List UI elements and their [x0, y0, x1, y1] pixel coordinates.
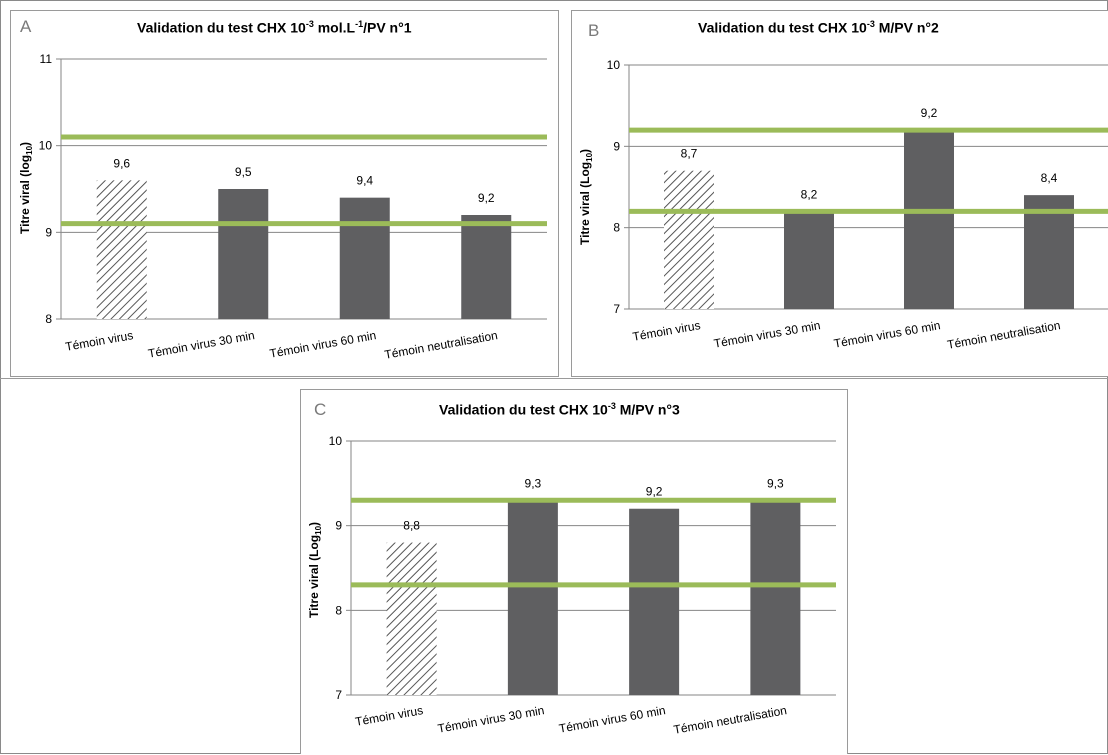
chart-title: Validation du test CHX 10-3 mol.L-1/PV n…	[137, 19, 412, 36]
x-tick-label: Témoin neutralisation	[383, 328, 498, 362]
chart-panel-a: A Validation du test CHX 10-3 mol.L-1/PV…	[10, 10, 559, 377]
y-tick-label: 7	[335, 688, 342, 702]
x-tick-label: Témoin virus	[64, 328, 134, 354]
data-label: 9,2	[478, 191, 495, 205]
chart-plot: 7 8 9 10 8,8 Témoin virus 9,3 Témoin virus 30 m…	[329, 434, 836, 737]
chart-title: Validation du test CHX 10-3 M/PV n°2	[698, 19, 939, 36]
y-tick-label: 7	[613, 302, 620, 316]
bar	[461, 215, 512, 319]
panel-letter: C	[314, 400, 327, 419]
x-tick-label: Témoin virus 60 min	[833, 318, 942, 351]
y-tick-label: 9	[45, 225, 52, 239]
x-tick-label: Témoin virus	[354, 703, 424, 729]
chart-plot: 8 9 10 11 9,6 Témoin virus 9,5 Témoin virus 30 …	[39, 52, 547, 362]
y-tick-label: 8	[335, 603, 342, 617]
y-tick-label: 10	[607, 58, 621, 72]
data-label: 8,2	[801, 187, 818, 201]
data-label: 8,8	[403, 519, 420, 533]
y-tick-label: 9	[335, 519, 342, 533]
chart-panel-c: C Validation du test CHX 10-3 M/PV n°3 T…	[300, 389, 848, 754]
bar	[904, 130, 954, 309]
bar	[96, 180, 147, 319]
x-tick-label: Témoin virus 60 min	[268, 328, 377, 361]
data-label: 9,5	[235, 165, 252, 179]
bar	[339, 197, 390, 319]
y-tick-label: 10	[39, 139, 53, 153]
bar	[784, 211, 834, 309]
chart-panel-b: B Validation du test CHX 10-3 M/PV n°2 T…	[571, 10, 1108, 377]
data-label: 9,3	[767, 476, 784, 490]
row-separator	[0, 378, 1108, 379]
bar	[386, 542, 437, 695]
bar	[629, 508, 680, 695]
x-tick-label: Témoin neutralisation	[672, 703, 787, 737]
chart-title: Validation du test CHX 10-3 M/PV n°3	[439, 401, 680, 418]
x-tick-label: Témoin virus	[631, 318, 701, 344]
panel-letter: B	[588, 21, 600, 40]
bar	[664, 170, 714, 309]
y-tick-label: 9	[613, 139, 620, 153]
chart-plot: 7 8 9 10 8,7 Témoin virus 8,2 Témoin virus 30 m…	[607, 58, 1108, 352]
data-label: 9,2	[921, 106, 938, 120]
x-tick-label: Témoin virus 30 min	[713, 318, 822, 351]
y-tick-label: 8	[45, 312, 52, 326]
x-tick-label: Témoin virus 60 min	[558, 703, 667, 736]
data-label: 8,4	[1041, 171, 1058, 185]
data-label: 9,2	[646, 485, 663, 499]
bar	[750, 500, 801, 695]
x-tick-label: Témoin neutralisation	[946, 318, 1061, 352]
panel-letter: A	[20, 17, 32, 36]
data-label: 9,6	[113, 156, 130, 170]
y-tick-label: 10	[329, 434, 343, 448]
y-tick-label: 11	[40, 52, 53, 66]
x-tick-label: Témoin virus 30 min	[437, 703, 546, 736]
data-label: 9,4	[356, 174, 373, 188]
y-tick-label: 8	[613, 221, 620, 235]
data-label: 9,3	[525, 476, 542, 490]
bar	[218, 189, 269, 319]
bar	[1024, 195, 1074, 309]
bar	[507, 500, 558, 695]
x-tick-label: Témoin virus 30 min	[147, 328, 256, 361]
data-label: 8,7	[681, 147, 698, 161]
